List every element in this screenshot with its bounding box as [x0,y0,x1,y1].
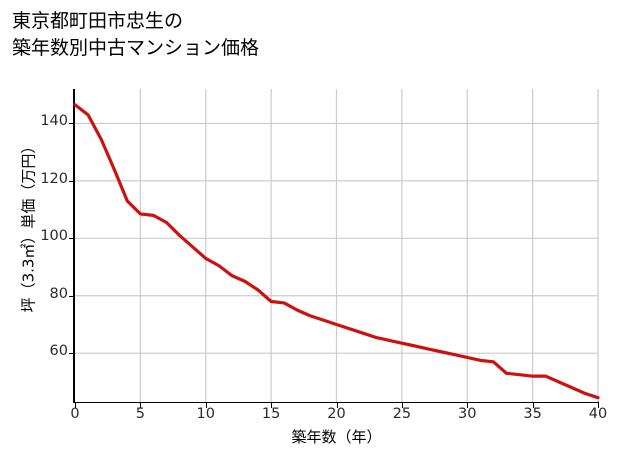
y-axis-tick-labels: 60 80 100 120 140 [4,0,68,465]
y-axis-spine [73,89,75,403]
y-tick-label: 80 [49,285,68,302]
y-tick-mark [69,353,74,355]
y-tick-label: 140 [40,113,68,130]
x-tick-label: 5 [135,406,145,422]
x-axis-title: 築年数（年） [291,428,382,446]
x-tick-mark [205,403,207,408]
y-tick-label: 120 [40,170,68,187]
x-tick-label: 15 [261,406,281,422]
y-tick-mark [69,123,74,125]
y-tick-mark [69,238,74,240]
x-tick-mark [401,403,403,408]
x-tick-label: 40 [588,406,608,422]
x-tick-label: 25 [392,406,412,422]
price-line-series [73,103,600,400]
x-tick-mark [598,403,599,408]
x-tick-mark [336,403,338,408]
x-tick-label: 30 [458,406,477,422]
plot-area [73,89,600,402]
chart-title: 東京都町田市忠生の 築年数別中古マンション価格 [12,10,260,59]
y-tick-mark [69,295,74,297]
x-tick-label: 35 [523,406,542,422]
y-axis-title: 坪（3.3㎡）単価（万円） [19,138,38,313]
x-tick-mark [140,403,142,408]
x-tick-label: 10 [196,406,215,422]
y-tick-label: 60 [49,343,68,360]
x-tick-label: 0 [70,406,80,422]
x-tick-mark [532,403,534,408]
y-tick-label: 100 [40,228,68,245]
x-tick-label: 20 [327,406,346,422]
y-tick-mark [69,180,74,182]
x-tick-mark [467,403,469,408]
x-tick-mark [271,403,273,408]
x-tick-mark [75,403,76,408]
series-line [73,103,600,400]
gridlines [75,89,599,402]
